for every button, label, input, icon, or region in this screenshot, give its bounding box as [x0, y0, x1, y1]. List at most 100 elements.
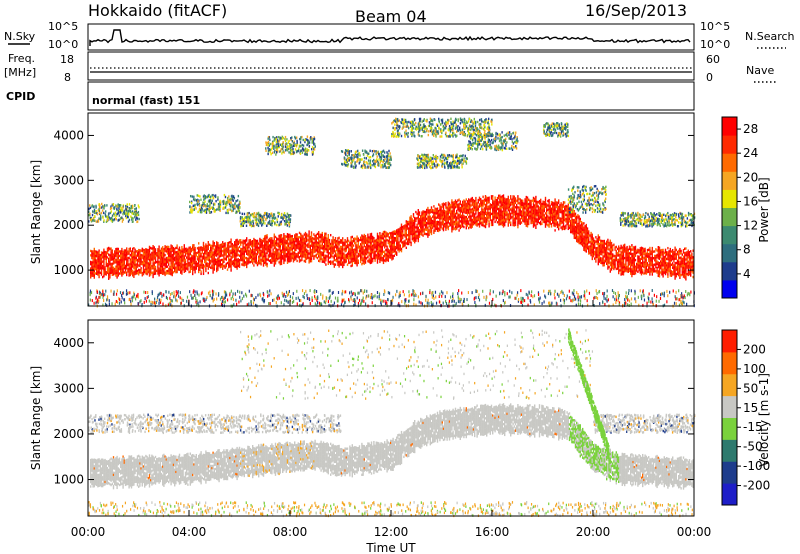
power-cell [334, 241, 337, 244]
power-cell [639, 253, 641, 257]
power-cell [436, 222, 439, 226]
power-cell [145, 263, 147, 266]
power-cell [414, 238, 416, 242]
power-cell [157, 250, 159, 253]
power-cell [637, 264, 639, 267]
power-cell [355, 246, 357, 249]
power-cell [333, 265, 335, 268]
power-cell [240, 254, 242, 257]
power-cell [171, 245, 173, 248]
power-cell [343, 257, 345, 260]
power-cell [408, 220, 410, 224]
power-cell [508, 216, 511, 220]
power-cell [166, 258, 169, 262]
power-cell [584, 227, 586, 230]
power-cell [190, 263, 193, 266]
power-cell [354, 252, 356, 256]
power-cell [288, 253, 290, 256]
power-cell [325, 263, 327, 266]
power-cell [398, 234, 400, 238]
power-cell [219, 261, 221, 264]
power-cell [428, 231, 430, 234]
power-cell [242, 250, 244, 253]
power-cell [162, 252, 164, 256]
power-cell [422, 221, 424, 224]
power-cell [208, 263, 211, 266]
power-cell [430, 208, 433, 211]
power-cell [164, 247, 166, 250]
power-cell [408, 236, 410, 239]
power-cell [610, 252, 613, 256]
power-cell [469, 199, 471, 202]
power-cell [327, 245, 329, 248]
power-cell [532, 220, 535, 224]
power-cell [171, 269, 173, 272]
power-cell [410, 219, 412, 222]
power-cell [432, 208, 434, 212]
power-cell [577, 214, 579, 217]
power-cell [160, 251, 163, 255]
power-cell [280, 234, 283, 237]
power-cell [195, 263, 197, 266]
power-cell [332, 245, 334, 248]
power-cell [310, 237, 313, 241]
power-cell [367, 251, 369, 254]
power-cell [128, 263, 130, 266]
power-cell [160, 269, 163, 272]
power-cell [225, 249, 227, 253]
power-cell [238, 265, 241, 268]
power-cell [208, 261, 211, 264]
power-cell [171, 258, 173, 261]
power-cell [378, 257, 380, 260]
power-cell [355, 261, 357, 265]
power-cell [202, 263, 205, 267]
power-cell [153, 266, 155, 269]
power-cell [505, 202, 507, 206]
power-cell [595, 251, 597, 254]
power-cell [304, 245, 307, 248]
power-cell [429, 226, 431, 229]
power-cell [315, 247, 317, 250]
power-cell [469, 201, 471, 204]
power-cell [404, 228, 406, 232]
power-cell [219, 246, 221, 249]
power-cell [464, 211, 466, 214]
power-cell [554, 200, 556, 203]
power-cell [462, 209, 464, 212]
power-cell [138, 264, 140, 267]
power-cell [392, 235, 394, 238]
power-cell [386, 252, 388, 255]
power-cell [586, 247, 589, 250]
power-cell [609, 250, 611, 253]
power-cell [643, 265, 645, 269]
power-cell [222, 265, 224, 268]
power-cell [519, 200, 521, 203]
power-cell [339, 250, 341, 253]
power-cell [158, 271, 160, 275]
power-cell [134, 270, 136, 273]
power-cell [528, 222, 530, 226]
power-cell [648, 268, 650, 271]
power-cell [627, 266, 629, 269]
power-cell [324, 254, 326, 257]
power-cell [420, 217, 422, 220]
power-cell [331, 250, 333, 253]
power-cell [423, 228, 425, 231]
power-cell [475, 212, 477, 215]
power-cell [301, 241, 303, 244]
power-cell [619, 247, 621, 250]
power-cell [325, 239, 327, 242]
power-cell [228, 265, 230, 269]
power-cell [487, 219, 489, 222]
power-cell [555, 201, 557, 204]
power-cell [295, 253, 297, 256]
power-cell [421, 226, 423, 230]
power-cell [621, 248, 623, 252]
power-cell [172, 262, 175, 265]
power-cell [457, 225, 459, 229]
power-cell [133, 257, 135, 261]
power-cell [584, 249, 586, 252]
power-cell [151, 251, 153, 255]
power-cell [478, 203, 481, 206]
power-cell [148, 247, 151, 251]
